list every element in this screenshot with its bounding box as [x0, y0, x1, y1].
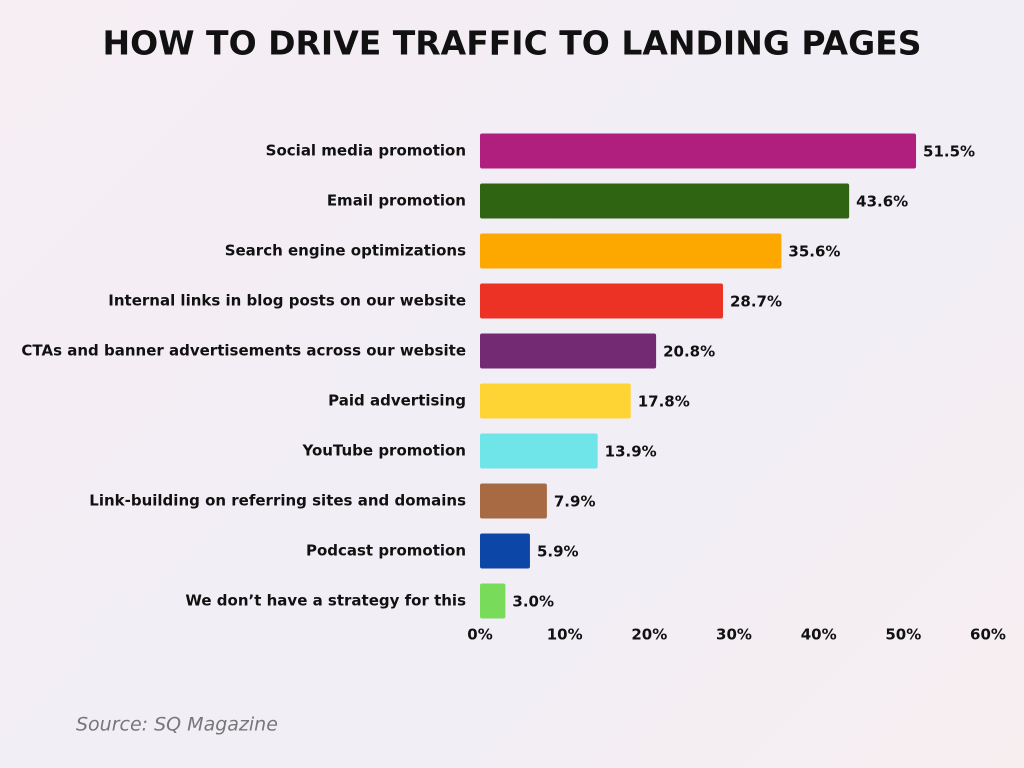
x-tick-label: 10%: [547, 626, 583, 644]
value-label: 3.0%: [512, 593, 554, 611]
value-label: 35.6%: [788, 243, 840, 261]
y-tick-label: Link-building on referring sites and dom…: [89, 492, 466, 510]
x-tick-label: 20%: [631, 626, 667, 644]
value-label: 7.9%: [554, 493, 596, 511]
y-tick-label: We don’t have a strategy for this: [185, 592, 466, 610]
x-tick-label: 0%: [467, 626, 492, 644]
bar: [480, 233, 782, 269]
bar: [480, 383, 631, 419]
value-label: 13.9%: [605, 443, 657, 461]
y-tick-label: Social media promotion: [266, 142, 466, 160]
bar: [480, 583, 506, 619]
y-tick-label: Paid advertising: [328, 392, 466, 410]
value-label: 51.5%: [923, 143, 975, 161]
chart-title: HOW TO DRIVE TRAFFIC TO LANDING PAGES: [103, 24, 922, 63]
y-tick-label: Podcast promotion: [306, 542, 466, 560]
value-label: 28.7%: [730, 293, 782, 311]
y-tick-label: CTAs and banner advertisements across ou…: [21, 342, 466, 360]
bar: [480, 133, 917, 169]
bar: [480, 483, 547, 519]
bar: [480, 333, 657, 369]
bar: [480, 433, 598, 469]
x-tick-label: 50%: [885, 626, 921, 644]
value-label: 43.6%: [856, 193, 908, 211]
x-tick-label: 60%: [970, 626, 1006, 644]
y-tick-label: Email promotion: [327, 192, 466, 210]
x-tick-label: 30%: [716, 626, 752, 644]
y-tick-label: Internal links in blog posts on our webs…: [108, 292, 466, 310]
value-label: 17.8%: [638, 393, 690, 411]
y-tick-label: YouTube promotion: [301, 442, 466, 460]
value-label: 5.9%: [537, 543, 579, 561]
bar: [480, 183, 850, 219]
x-tick-label: 40%: [801, 626, 837, 644]
value-label: 20.8%: [663, 343, 715, 361]
bar: [480, 283, 723, 319]
bar: [480, 533, 530, 569]
y-tick-label: Search engine optimizations: [225, 242, 466, 260]
source: Source: SQ Magazine: [76, 714, 278, 736]
